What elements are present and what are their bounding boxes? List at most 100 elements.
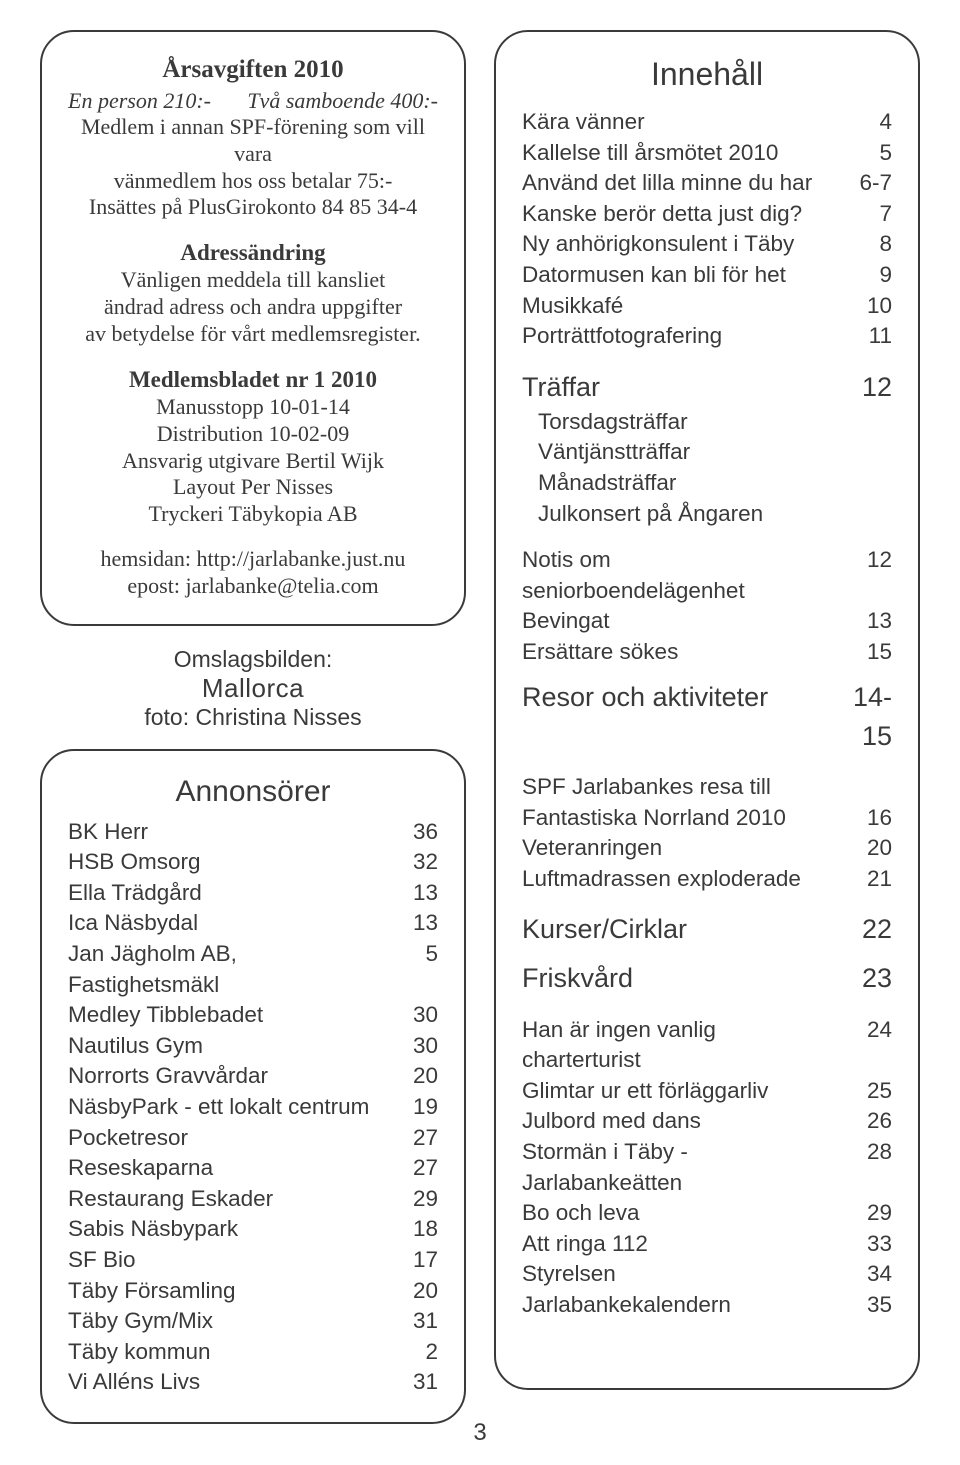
advertiser-row: Pocketresor27: [68, 1123, 438, 1154]
item-page: 30: [378, 1031, 438, 1062]
item-label: Att ringa 112: [522, 1229, 832, 1260]
caption-l3: foto: Christina Nisses: [40, 704, 466, 731]
item-page: 33: [832, 1229, 892, 1260]
advertiser-row: Täby Församling20: [68, 1276, 438, 1307]
cover-caption: Omslagsbilden: Mallorca foto: Christina …: [40, 646, 466, 731]
toc-heading-label: Friskvård: [522, 959, 832, 998]
item-page: 36: [378, 817, 438, 848]
toc-subrow: Torsdagsträffar: [522, 407, 892, 438]
item-page: 19: [378, 1092, 438, 1123]
toc-subrow: Julkonsert på Ångaren: [522, 499, 892, 530]
item-page: 13: [832, 606, 892, 637]
toc-row: Glimtar ur ett förläggarliv25: [522, 1076, 892, 1107]
item-label: Kallelse till årsmötet 2010: [522, 138, 832, 169]
item-label: Fantastiska Norrland 2010: [522, 803, 832, 834]
item-page: 27: [378, 1153, 438, 1184]
item-label: Pocketresor: [68, 1123, 378, 1154]
item-page: 4: [832, 107, 892, 138]
item-page: 29: [832, 1198, 892, 1229]
item-label: Musikkafé: [522, 291, 832, 322]
item-page: 10: [832, 291, 892, 322]
item-page: 20: [378, 1061, 438, 1092]
toc-heading-resor: Resor och aktiviteter 14-15: [522, 678, 892, 756]
toc-row: Porträttfotografering11: [522, 321, 892, 352]
item-label: Vi Alléns Livs: [68, 1367, 378, 1398]
toc-box: Innehåll Kära vänner4Kallelse till årsmö…: [494, 30, 920, 1390]
toc-row: SPF Jarlabankes resa till: [522, 772, 892, 803]
item-page: 7: [832, 199, 892, 230]
item-page: 11: [832, 321, 892, 352]
item-label: Porträttfotografering: [522, 321, 832, 352]
item-label: Datormusen kan bli för het: [522, 260, 832, 291]
toc-heading-friskvard: Friskvård 23: [522, 959, 892, 998]
item-page: 34: [832, 1259, 892, 1290]
item-label: Bevingat: [522, 606, 832, 637]
toc-section: Notis om seniorboendelägenhet12Bevingat1…: [522, 545, 892, 667]
toc-section: Kära vänner4Kallelse till årsmötet 20105…: [522, 107, 892, 352]
item-label: Jan Jägholm AB, Fastighetsmäkl: [68, 939, 378, 1000]
item-page: 13: [378, 908, 438, 939]
advertisers-list: BK Herr36HSB Omsorg32Ella Trädgård13Ica …: [68, 817, 438, 1398]
item-label: Bo och leva: [522, 1198, 832, 1229]
toc-row: Stormän i Täby - Jarlabankeätten28: [522, 1137, 892, 1198]
caption-l1: Omslagsbilden:: [40, 646, 466, 673]
item-page: 26: [832, 1106, 892, 1137]
item-label: Kära vänner: [522, 107, 832, 138]
advertiser-row: Nautilus Gym30: [68, 1031, 438, 1062]
item-page: 27: [378, 1123, 438, 1154]
member-line-2: Insättes på PlusGirokonto 84 85 34-4: [68, 194, 438, 221]
item-label: Julkonsert på Ångaren: [522, 499, 892, 530]
item-page: 32: [378, 847, 438, 878]
toc-heading-traffar: Träffar 12: [522, 368, 892, 407]
item-page: 8: [832, 229, 892, 260]
toc-row: Bo och leva29: [522, 1198, 892, 1229]
toc-row: Veteranringen20: [522, 833, 892, 864]
issue-line-4: Tryckeri Täbykopia AB: [68, 501, 438, 528]
item-page: 13: [378, 878, 438, 909]
item-label: Styrelsen: [522, 1259, 832, 1290]
advertiser-row: Sabis Näsbypark18: [68, 1214, 438, 1245]
toc-row: Julbord med dans26: [522, 1106, 892, 1137]
advertisers-box: Annonsörer BK Herr36HSB Omsorg32Ella Trä…: [40, 749, 466, 1424]
fees-title: Årsavgiften 2010: [68, 56, 438, 84]
toc-row: Använd det lilla minne du har6-7: [522, 168, 892, 199]
item-label: Täby Gym/Mix: [68, 1306, 378, 1337]
item-label: Täby kommun: [68, 1337, 378, 1368]
toc-row: Kanske berör detta just dig?7: [522, 199, 892, 230]
item-label: Ella Trädgård: [68, 878, 378, 909]
item-page: 6-7: [832, 168, 892, 199]
issue-line-3: Layout Per Nisses: [68, 474, 438, 501]
item-label: Ica Näsbydal: [68, 908, 378, 939]
toc-heading-page: 23: [832, 959, 892, 998]
member-line-1: vänmedlem hos oss betalar 75:-: [68, 168, 438, 195]
issue-line-2: Ansvarig utgivare Bertil Wijk: [68, 448, 438, 475]
item-page: 21: [832, 864, 892, 895]
website: hemsidan: http://jarlabanke.just.nu: [68, 546, 438, 573]
page-number: 3: [0, 1419, 960, 1447]
issue-line-0: Manusstopp 10-01-14: [68, 394, 438, 421]
item-page: 30: [378, 1000, 438, 1031]
item-label: Månadsträffar: [522, 468, 892, 499]
item-label: BK Herr: [68, 817, 378, 848]
issue-line-1: Distribution 10-02-09: [68, 421, 438, 448]
item-label: SPF Jarlabankes resa till: [522, 772, 832, 803]
item-page: 12: [832, 545, 892, 606]
toc-sublist: TorsdagsträffarVäntjänstträffarMånadsträ…: [522, 407, 892, 529]
toc-row: Bevingat13: [522, 606, 892, 637]
item-page: 35: [832, 1290, 892, 1321]
item-page: 15: [832, 637, 892, 668]
item-page: 29: [378, 1184, 438, 1215]
item-label: Han är ingen vanlig charterturist: [522, 1015, 832, 1076]
toc-row: Luftmadrassen exploderade21: [522, 864, 892, 895]
toc-section: SPF Jarlabankes resa tillFantastiska Nor…: [522, 772, 892, 894]
item-label: Reseskaparna: [68, 1153, 378, 1184]
toc-row: Datormusen kan bli för het9: [522, 260, 892, 291]
toc-title: Innehåll: [522, 56, 892, 93]
member-line-0: Medlem i annan SPF-förening som vill var…: [68, 114, 438, 168]
item-label: Stormän i Täby - Jarlabankeätten: [522, 1137, 832, 1198]
item-page: 5: [832, 138, 892, 169]
advertiser-row: Reseskaparna27: [68, 1153, 438, 1184]
advertiser-row: Jan Jägholm AB, Fastighetsmäkl5: [68, 939, 438, 1000]
item-label: Jarlabankekalendern: [522, 1290, 832, 1321]
item-page: 16: [832, 803, 892, 834]
